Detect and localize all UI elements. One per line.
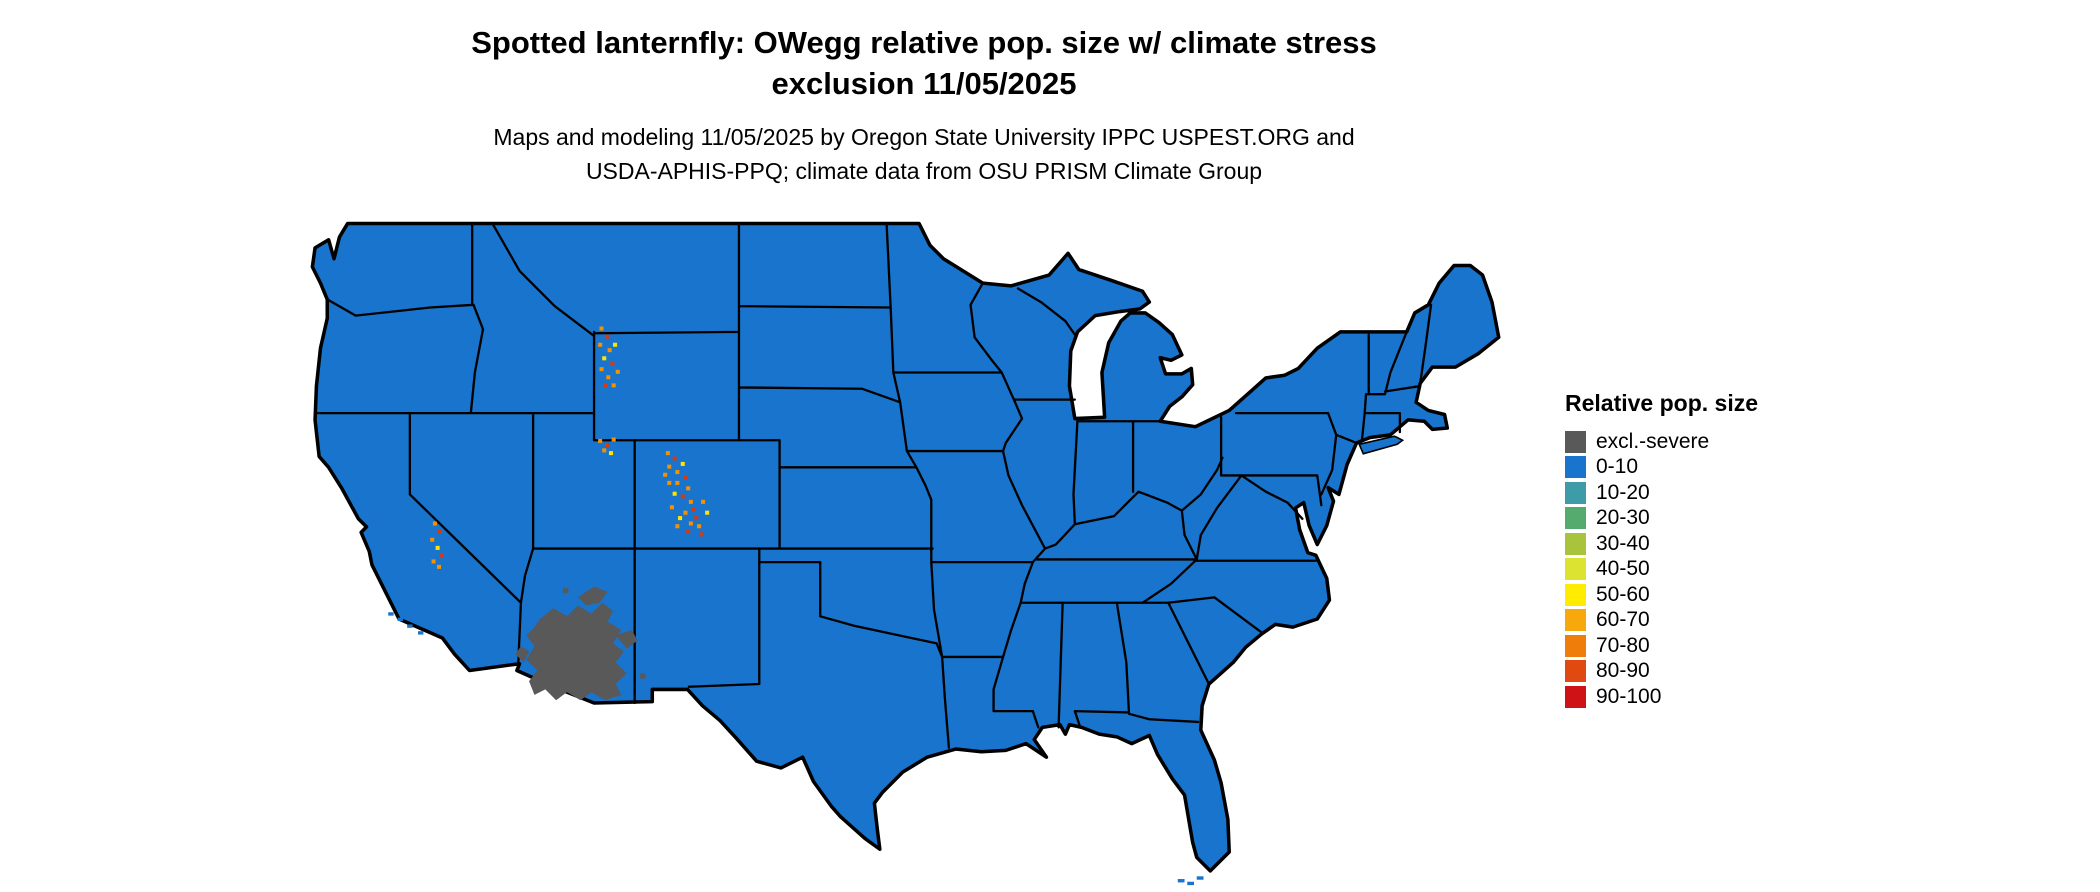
exclusion-layer: [515, 586, 646, 701]
channel-island: [407, 624, 413, 628]
legend-swatch-0-10: [1565, 456, 1586, 479]
legend-swatch-70-80: [1565, 634, 1586, 657]
legend-swatch-80-90: [1565, 660, 1586, 683]
us-map-svg: [310, 221, 1501, 886]
legend-label-0-10: 0-10: [1596, 455, 1639, 479]
florida-key: [1196, 876, 1204, 880]
florida-key: [1177, 879, 1185, 883]
figure-title: Spotted lanternfly: OWegg relative pop. …: [0, 22, 1848, 104]
legend-label-30-40: 30-40: [1596, 531, 1650, 555]
exclusion-area-mogollon: [577, 586, 608, 606]
legend-label-60-70: 60-70: [1596, 608, 1650, 632]
islands-layer: [388, 612, 1204, 886]
states-layer: [310, 221, 1501, 873]
legend-label-80-90: 80-90: [1596, 659, 1650, 683]
legend-row: 50-60: [1565, 582, 1758, 608]
exclusion-speck: [640, 673, 646, 679]
legend-label-excl-severe: excl.-severe: [1596, 429, 1710, 453]
legend-row: excl.-severe: [1565, 429, 1758, 455]
hotspots-layer: [430, 326, 710, 569]
channel-island: [417, 631, 424, 635]
long-island: [1358, 435, 1405, 455]
legend-row: 90-100: [1565, 684, 1758, 710]
title-line-2: exclusion 11/05/2025: [771, 66, 1077, 101]
channel-island: [388, 612, 394, 616]
us-landmass-outline: [310, 221, 1501, 873]
exclusion-area-east: [615, 629, 638, 649]
legend-swatch-30-40: [1565, 532, 1586, 555]
state-borders: [316, 222, 1433, 749]
figure-subtitle: Maps and modeling 11/05/2025 by Oregon S…: [0, 120, 1848, 188]
legend-swatch-50-60: [1565, 583, 1586, 606]
channel-island: [397, 617, 404, 622]
legend-swatch-90-100: [1565, 685, 1586, 708]
legend-row: 70-80: [1565, 633, 1758, 659]
subtitle-line-2: USDA-APHIS-PPQ; climate data from OSU PR…: [585, 158, 1263, 184]
legend-label-50-60: 50-60: [1596, 582, 1650, 606]
legend-row: 20-30: [1565, 506, 1758, 532]
hotspot-cluster-northeast-utah: [598, 437, 616, 456]
legend-row: 40-50: [1565, 557, 1758, 583]
hotspot-cluster-northwest-wyoming: [598, 326, 620, 388]
us-map: [300, 210, 1526, 892]
exclusion-area-arizona: [526, 602, 627, 701]
legend-swatch-40-50: [1565, 558, 1586, 581]
hotspot-cluster-california-sierra: [430, 521, 444, 569]
legend-label-90-100: 90-100: [1596, 684, 1662, 708]
legend-label-70-80: 70-80: [1596, 633, 1650, 657]
legend-swatch-60-70: [1565, 609, 1586, 632]
legend: Relative pop. size excl.-severe 0-10 10-…: [1565, 390, 1758, 710]
legend-title: Relative pop. size: [1565, 390, 1759, 416]
legend-label-40-50: 40-50: [1596, 557, 1650, 581]
title-line-1: Spotted lanternfly: OWegg relative pop. …: [471, 25, 1377, 60]
exclusion-area-river: [515, 646, 530, 663]
legend-row: 0-10: [1565, 455, 1758, 481]
legend-label-20-30: 20-30: [1596, 506, 1650, 530]
legend-swatch-20-30: [1565, 507, 1586, 530]
legend-swatch-excl-severe: [1565, 430, 1586, 453]
legend-row: 10-20: [1565, 480, 1758, 506]
hotspot-cluster-colorado-rockies: [663, 451, 710, 537]
subtitle-line-1: Maps and modeling 11/05/2025 by Oregon S…: [493, 124, 1355, 150]
legend-label-10-20: 10-20: [1596, 480, 1650, 504]
legend-row: 60-70: [1565, 608, 1758, 634]
legend-swatch-10-20: [1565, 481, 1586, 504]
exclusion-speck: [562, 587, 569, 594]
legend-row: 30-40: [1565, 531, 1758, 557]
florida-key: [1187, 881, 1195, 886]
legend-row: 80-90: [1565, 659, 1758, 685]
